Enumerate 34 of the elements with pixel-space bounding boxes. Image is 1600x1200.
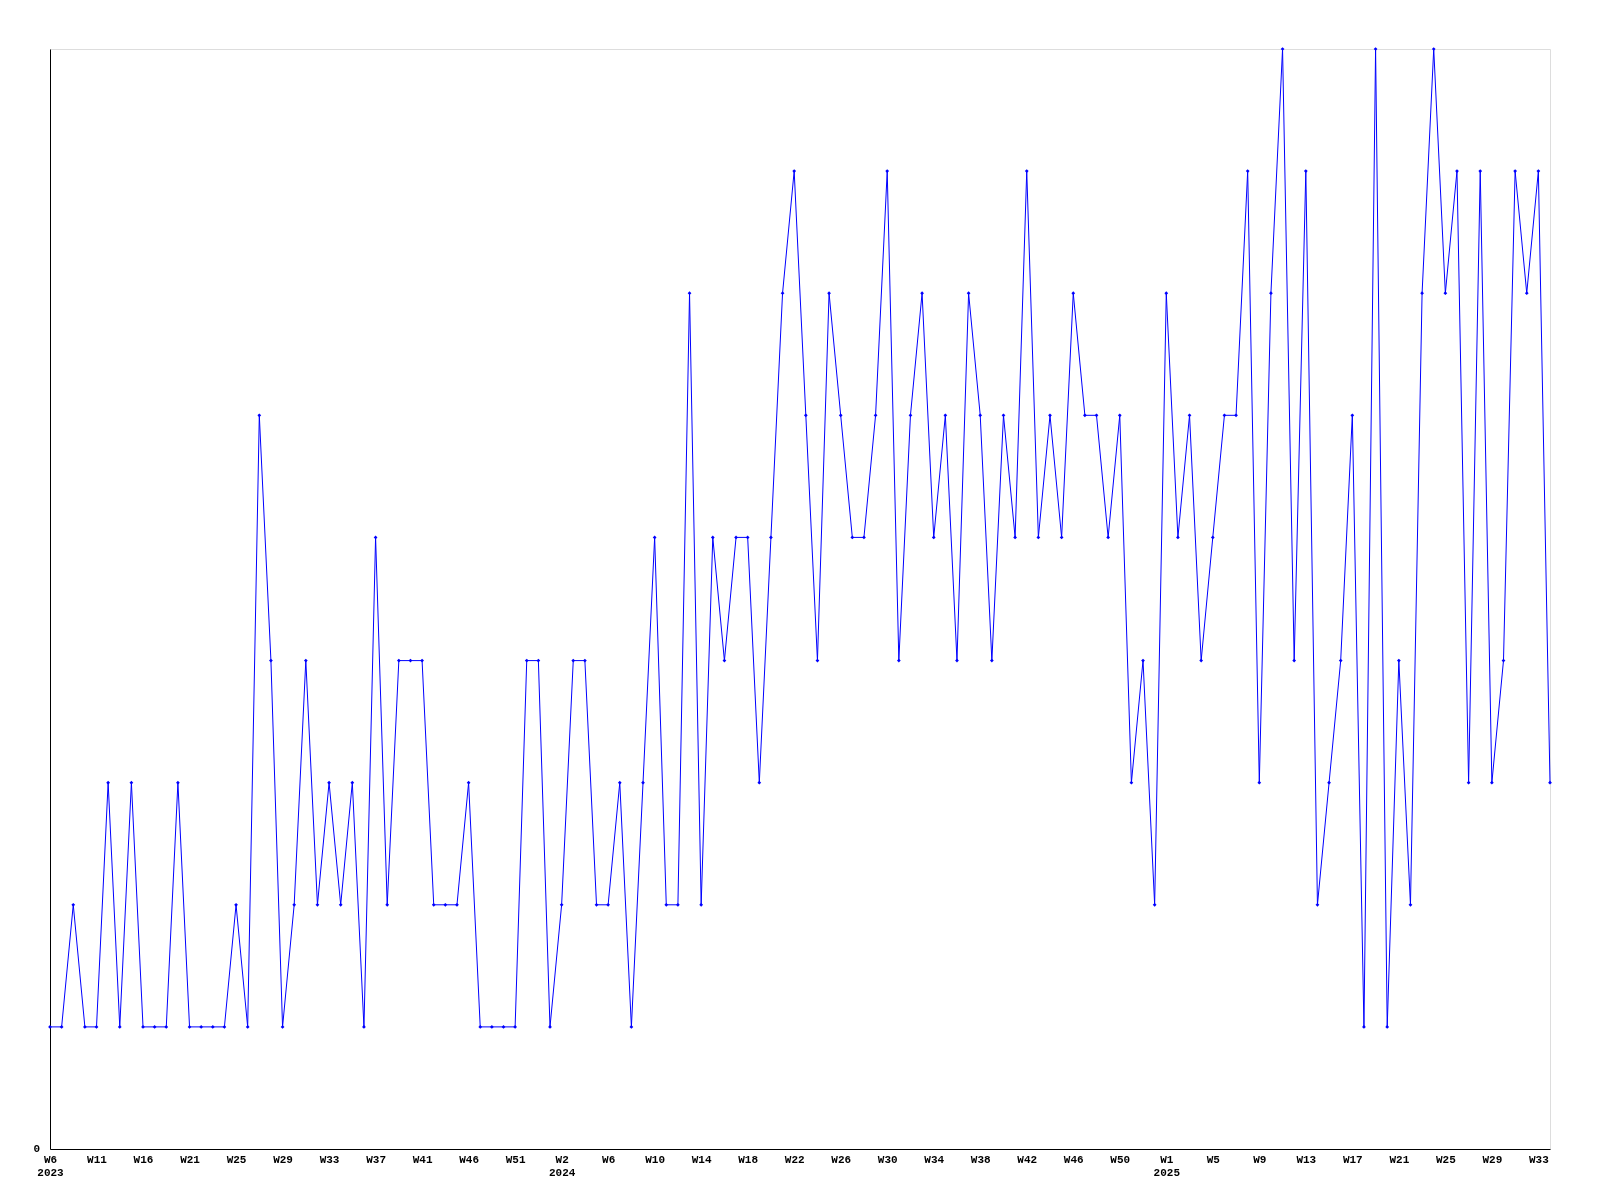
x-tick-label: W10 <box>645 1153 666 1166</box>
x-tick-label: W6 <box>602 1153 616 1166</box>
x-tick-label: W21 <box>1389 1153 1410 1166</box>
x-tick-label: W38 <box>970 1153 992 1166</box>
x-tick-label: W14 <box>691 1153 712 1166</box>
x-tick-label: W9 <box>1253 1153 1267 1166</box>
x-tick-label: W46 <box>1063 1153 1084 1166</box>
x-tick-label: W13 <box>1296 1153 1317 1166</box>
x-tick-label: W17 <box>1342 1153 1363 1166</box>
x-tick-label: W6 2023 <box>37 1153 65 1179</box>
x-tick-label: W5 <box>1206 1153 1221 1166</box>
x-tick-label: W50 <box>1110 1153 1131 1166</box>
x-tick-label: W33 <box>1528 1153 1550 1166</box>
x-tick-label: W41 <box>412 1153 433 1166</box>
x-tick-label: W18 <box>738 1153 759 1166</box>
x-tick-label: W34 <box>924 1153 945 1166</box>
x-tick-label: W51 <box>505 1153 526 1166</box>
x-tick-label: W21 <box>180 1153 201 1166</box>
x-tick-label: W30 <box>877 1153 898 1166</box>
x-tick-label: W42 <box>1017 1153 1038 1166</box>
x-tick-label: W2 2024 <box>548 1153 576 1179</box>
x-tick-label: W26 <box>831 1153 852 1166</box>
x-tick-label: W37 <box>366 1153 386 1166</box>
x-tick-label: W29 <box>273 1153 293 1166</box>
x-tick-label: W1 2025 <box>1153 1153 1181 1179</box>
x-tick-label: W11 <box>87 1153 108 1166</box>
x-tick-label: W16 <box>133 1153 154 1166</box>
x-tick-label: W25 <box>1435 1153 1457 1166</box>
x-tick-label: W46 <box>459 1153 480 1166</box>
x-tick-label: W29 <box>1482 1153 1503 1166</box>
x-tick-label: W25 <box>226 1153 247 1166</box>
x-tick-label: W33 <box>319 1153 340 1166</box>
x-tick-label: W22 <box>784 1153 805 1166</box>
text: 0 <box>33 1143 40 1155</box>
